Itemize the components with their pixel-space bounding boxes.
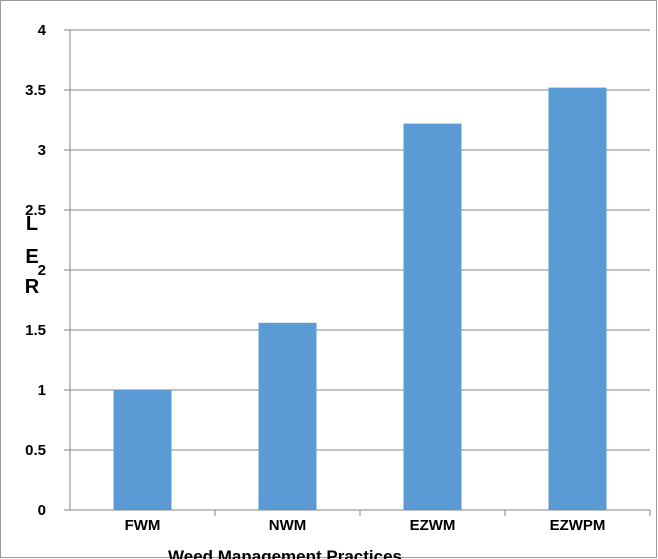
- x-category-label: EZWPM: [550, 517, 606, 534]
- bar-nwm: [258, 322, 317, 510]
- x-category-label: NWM: [269, 517, 307, 534]
- x-category-label: EZWM: [410, 517, 456, 534]
- y-tick-label: 0.5: [25, 442, 46, 459]
- y-tick-label: 3.5: [25, 82, 46, 99]
- y-tick-label: 3: [38, 142, 46, 159]
- x-axis-title: Weed Management Practices: [168, 547, 402, 559]
- y-axis-title-letter: E: [25, 246, 38, 268]
- bar-ezwm: [403, 123, 462, 510]
- x-category-labels: FWM NWM EZWM EZWPM: [125, 517, 606, 534]
- y-axis-title: LER: [25, 213, 40, 298]
- y-axis-title-letter: L: [26, 213, 38, 235]
- y-axis-title-letter: R: [25, 276, 40, 298]
- y-tick-label: 1.5: [25, 322, 46, 339]
- y-tick-label: 0: [38, 502, 46, 519]
- bar-fwm: [113, 390, 172, 510]
- y-tick-labels: 0 0.5 1 1.5 2 2.5 3 3.5 4: [25, 22, 70, 519]
- bars: [113, 87, 607, 510]
- x-category-label: FWM: [125, 517, 161, 534]
- y-tick-label: 2: [38, 262, 46, 279]
- bar-ezwpm: [548, 87, 607, 510]
- y-tick-label: 1: [38, 382, 46, 399]
- y-tick-label: 2.5: [25, 202, 46, 219]
- y-tick-label: 4: [38, 22, 47, 39]
